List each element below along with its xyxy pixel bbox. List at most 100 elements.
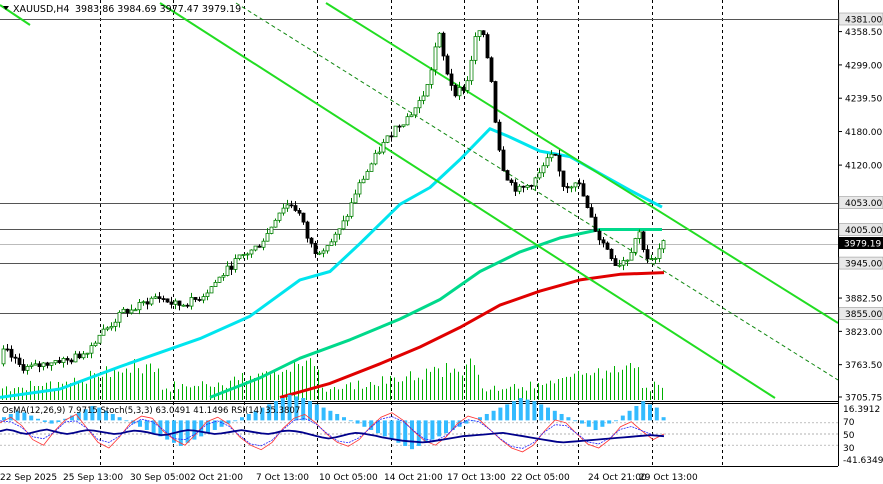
price-axis-labels: 4381.00 4358.50 4299.00 4239.50 4180.00 4120.…	[838, 12, 883, 404]
osc-axis-label-4: -41.6349	[843, 456, 883, 466]
candle-body	[257, 245, 262, 248]
osma-bar	[104, 410, 108, 421]
candle-body	[221, 275, 226, 278]
candle-body	[657, 248, 662, 259]
candle-body	[597, 230, 602, 241]
osma-bar	[246, 413, 251, 421]
candle-body	[517, 185, 522, 192]
osma-bar	[593, 420, 598, 430]
osma-bar	[505, 404, 510, 421]
candle-body	[349, 202, 354, 217]
osma-bar	[335, 413, 340, 421]
candle-body	[577, 182, 582, 185]
osma-bar	[287, 394, 292, 421]
candle-body	[205, 292, 210, 297]
osma-bar	[83, 409, 88, 421]
osma-bar	[76, 412, 81, 421]
candle-body	[421, 95, 426, 101]
osma-bar	[566, 417, 571, 421]
candle-body	[437, 32, 442, 48]
candle-body	[237, 254, 242, 259]
osma-bar	[600, 420, 605, 427]
osma-bar	[321, 407, 326, 421]
candle-body	[225, 265, 230, 276]
price-label-6: 4053.00	[845, 199, 882, 209]
stoch-signal-line	[0, 416, 665, 449]
candle-body	[405, 116, 410, 126]
osma-bar	[42, 420, 47, 422]
osma-bar	[328, 410, 333, 421]
price-level-box-6	[838, 196, 883, 209]
channel-line-0	[325, 2, 839, 324]
time-axis-labels: 22 Sep 2025 25 Sep 13:00 30 Sep 05:00 2 Oct…	[0, 473, 698, 483]
candle-body	[73, 353, 78, 363]
collapse-triangle-icon[interactable]	[3, 6, 9, 10]
osma-bar	[586, 420, 591, 427]
osma-bar	[410, 420, 414, 450]
candle-body	[573, 182, 578, 188]
candle-body	[301, 212, 306, 223]
candle-body	[513, 182, 518, 192]
osma-bar	[124, 420, 129, 422]
candle-body	[557, 154, 562, 172]
candle-body	[193, 297, 198, 300]
candle-body	[1, 348, 6, 365]
candle-body	[265, 233, 270, 242]
osma-bar	[457, 420, 462, 427]
candle-body	[173, 300, 178, 305]
candle-body	[409, 114, 414, 118]
candle-body	[253, 245, 258, 251]
candle-body	[361, 178, 366, 184]
osma-bar	[450, 420, 455, 430]
osma-bar	[423, 420, 428, 443]
candle-body	[605, 242, 610, 250]
candle-body	[113, 321, 118, 327]
osma-bar	[382, 420, 387, 437]
osma-bar	[2, 417, 6, 421]
candle-body	[177, 300, 182, 306]
moving-average-1	[209, 228, 662, 399]
osma-bar	[620, 415, 625, 421]
candle-body	[569, 186, 574, 189]
candle-body	[565, 186, 570, 189]
time-label-2: 30 Sep 05:00	[130, 473, 190, 483]
price-label-3: 4239.50	[845, 95, 882, 105]
candle-body	[489, 57, 494, 82]
osma-bar	[165, 420, 170, 440]
time-label-4: 7 Oct 13:00	[256, 473, 309, 483]
candle-body	[181, 304, 186, 307]
candle-body	[161, 298, 166, 300]
price-label-12: 3763.50	[845, 361, 882, 371]
osma-bar	[110, 413, 115, 421]
candle-body	[553, 153, 558, 156]
candle-body	[417, 100, 422, 109]
candle-body	[37, 363, 42, 368]
candle-body	[97, 334, 102, 344]
candle-body	[129, 309, 134, 314]
price-level-box-8	[838, 256, 883, 270]
osma-bar	[240, 417, 244, 421]
candle-body	[277, 212, 282, 221]
candle-body	[313, 242, 318, 254]
candle-body	[333, 233, 338, 243]
candle-body	[373, 152, 378, 165]
candle-body	[529, 184, 534, 187]
candle-body	[401, 124, 406, 127]
candle-body	[241, 254, 246, 256]
candle-body	[533, 177, 538, 187]
price-label-13: 3705.75	[845, 394, 882, 404]
osma-bar	[294, 396, 299, 421]
time-label-8: 22 Oct 05:00	[511, 473, 570, 483]
candle-body	[633, 238, 638, 253]
osma-bar	[56, 420, 61, 422]
price-label-5: 4120.00	[845, 162, 882, 172]
candle-body	[29, 364, 34, 367]
osma-bar	[471, 420, 476, 422]
candle-body	[445, 55, 450, 75]
price-level-box-10	[838, 307, 883, 320]
osma-bar	[22, 412, 27, 421]
candle-body	[453, 85, 458, 97]
candle-body	[217, 276, 222, 283]
candle-body	[269, 226, 274, 234]
